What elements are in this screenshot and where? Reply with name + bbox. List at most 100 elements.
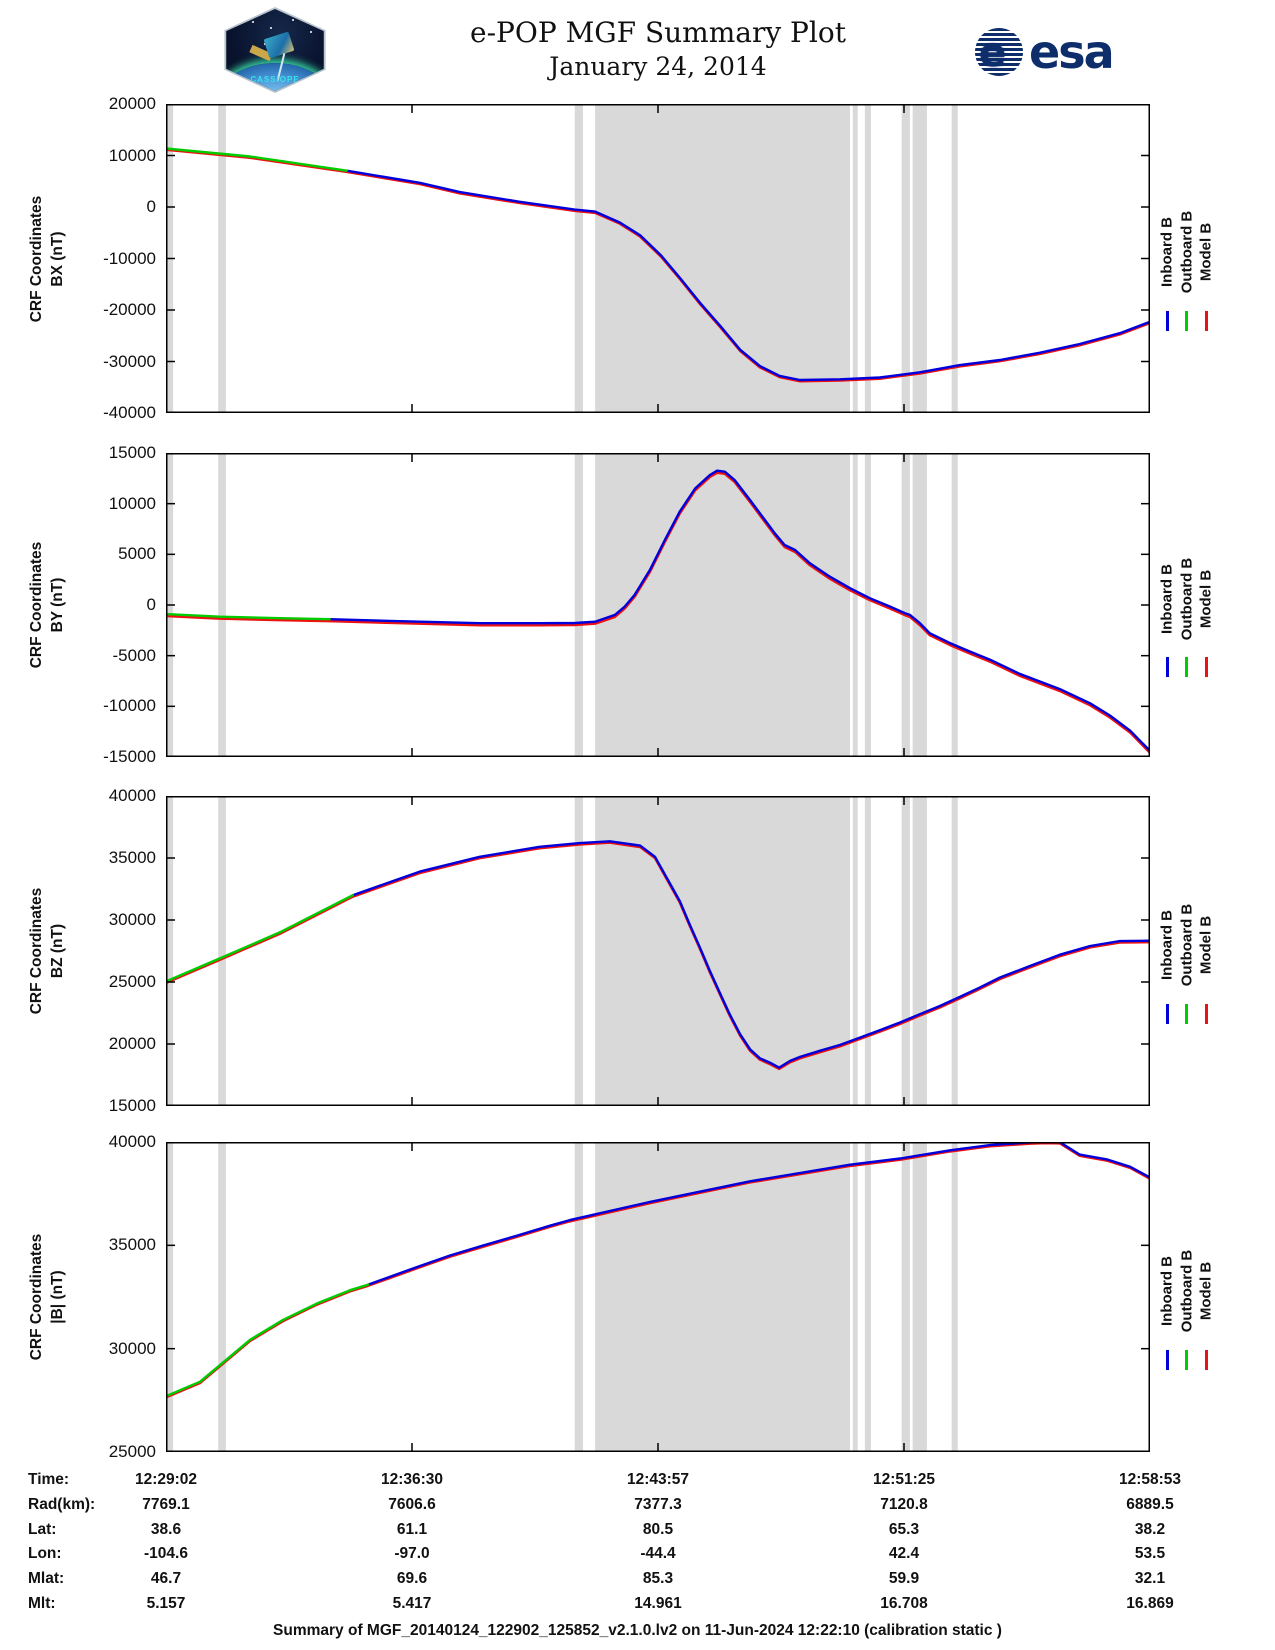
bmag-plot <box>166 1142 1150 1452</box>
data-gap-band <box>595 104 851 413</box>
y-tick-label: 20000 <box>108 1034 156 1053</box>
inboard-b-curve <box>328 469 1150 753</box>
data-gap-band <box>218 104 226 413</box>
table-cell: 32.1 <box>1134 1570 1166 1588</box>
table-cell: 12:58:53 <box>1118 1471 1182 1488</box>
y-axis-label-text: CRF Coordinates BX (nT) <box>26 195 68 322</box>
y-axis-label-line1: CRF Coordinates <box>28 195 45 322</box>
table-cell: 38.2 <box>1134 1520 1166 1538</box>
model-b-curve <box>166 841 1150 1071</box>
legend-marker <box>1204 311 1208 332</box>
y-tick-label: 30000 <box>108 910 156 929</box>
plot-legend: Inboard B Outboard B Model B <box>1158 1142 1233 1452</box>
y-axis-label-line2: BZ (nT) <box>49 923 66 979</box>
data-gap-band <box>864 796 871 1106</box>
data-gap-band <box>951 1142 958 1452</box>
table-row-label: Mlt: <box>28 1595 56 1612</box>
table-cell: 12:36:30 <box>380 1471 444 1488</box>
table-cell: 6889.5 <box>1126 1495 1174 1513</box>
data-gap-band <box>912 796 927 1106</box>
outboard-b-curve <box>166 612 331 621</box>
data-gap-band <box>166 796 174 1106</box>
table-cell: 42.4 <box>888 1545 920 1563</box>
inboard-b-curve <box>345 169 1150 382</box>
inboard-b-curve <box>351 840 1150 1069</box>
y-axis-label-text: CRF Coordinates BY (nT) <box>26 542 68 669</box>
y-axis-label: CRF Coordinates BX (nT) <box>18 104 76 413</box>
table-cell: 53.5 <box>1134 1545 1166 1563</box>
y-tick-label: -20000 <box>103 300 156 319</box>
plot-legend: Inboard B Outboard B Model B <box>1158 796 1233 1106</box>
y-tick-label: 10000 <box>108 145 156 165</box>
legend-marker <box>1204 656 1208 677</box>
panel-bz <box>166 796 1150 1106</box>
data-gap-band <box>218 796 226 1106</box>
table-cell: 38.6 <box>150 1520 182 1538</box>
data-gap-band <box>901 104 910 413</box>
legend-label: Outboard B <box>1178 903 1195 987</box>
data-gap-band <box>852 796 858 1106</box>
y-tick-label: 35000 <box>108 848 156 867</box>
legend-marker <box>1185 311 1188 332</box>
table-cell: 12:29:02 <box>134 1471 198 1488</box>
legend-label: Outboard B <box>1178 557 1195 641</box>
y-axis-label-text: CRF Coordinates |B| (nT) <box>26 1234 68 1361</box>
table-row-label: Time: <box>28 1471 70 1488</box>
table-row-label: Lat: <box>28 1520 57 1538</box>
legend-label: Outboard B <box>1178 211 1195 294</box>
legend-marker <box>1165 1003 1169 1024</box>
by-plot <box>166 453 1150 757</box>
table-cell: 46.7 <box>150 1570 182 1588</box>
data-gap-band <box>864 104 871 413</box>
y-tick-label: 25000 <box>108 1442 156 1461</box>
table-cell: 7120.8 <box>880 1495 928 1513</box>
panel-bx <box>166 104 1150 413</box>
panel-bmag <box>166 1142 1150 1452</box>
y-tick-label: -10000 <box>103 696 156 716</box>
outboard-b-curve <box>166 147 349 172</box>
bx-plot <box>166 104 1150 413</box>
inboard-b-curve <box>366 1142 1150 1286</box>
table-cell: 7377.3 <box>634 1495 682 1513</box>
legend-marker <box>1185 1003 1188 1024</box>
y-tick-label: 25000 <box>108 972 156 991</box>
table-cell: 5.417 <box>392 1595 432 1612</box>
data-gap-band <box>218 453 226 757</box>
legend-label: Outboard B <box>1178 1249 1195 1333</box>
legend-marker <box>1204 1003 1208 1024</box>
y-axis-label-line1: CRF Coordinates <box>28 887 45 1015</box>
y-axis-label: CRF Coordinates |B| (nT) <box>18 1142 76 1452</box>
y-tick-label: 20000 <box>108 94 156 113</box>
y-tick-label: -15000 <box>103 747 156 766</box>
esa-logo: e esa <box>975 25 1115 79</box>
table-cell: 12:43:57 <box>626 1471 690 1488</box>
data-gap-band <box>852 453 858 757</box>
y-tick-label: 5000 <box>118 544 156 564</box>
legend-marker <box>1165 1349 1169 1370</box>
table-cell: 16.708 <box>880 1595 928 1612</box>
outboard-b-curve <box>166 893 355 983</box>
esa-globe-icon: e <box>975 28 1023 76</box>
data-gap-band <box>912 453 927 757</box>
data-gap-band <box>595 796 851 1106</box>
table-cell: 85.3 <box>642 1570 674 1588</box>
data-gap-band <box>864 1142 871 1452</box>
data-gap-band <box>166 1142 174 1452</box>
legend-label: Model B <box>1197 223 1215 282</box>
legend-label: Inboard B <box>1158 1255 1176 1326</box>
stars-decoration <box>252 21 254 23</box>
legend-marker <box>1185 1349 1188 1370</box>
table-cell: 69.6 <box>396 1570 428 1588</box>
data-gap-band <box>595 1142 851 1452</box>
table-cell: 7606.6 <box>388 1495 436 1513</box>
y-axis-label-line2: BY (nT) <box>49 577 66 633</box>
plot-legend: Inboard B Outboard B Model B <box>1158 453 1233 757</box>
cassiope-mission-patch: CASSIOPE <box>220 7 330 93</box>
table-cell: 61.1 <box>396 1520 428 1538</box>
table-cell: 65.3 <box>888 1520 920 1538</box>
legend-marker <box>1185 656 1188 677</box>
table-row-label: Rad(km): <box>28 1495 96 1513</box>
y-tick-label: 0 <box>146 197 156 216</box>
y-axis-label-line1: CRF Coordinates <box>28 1233 45 1361</box>
